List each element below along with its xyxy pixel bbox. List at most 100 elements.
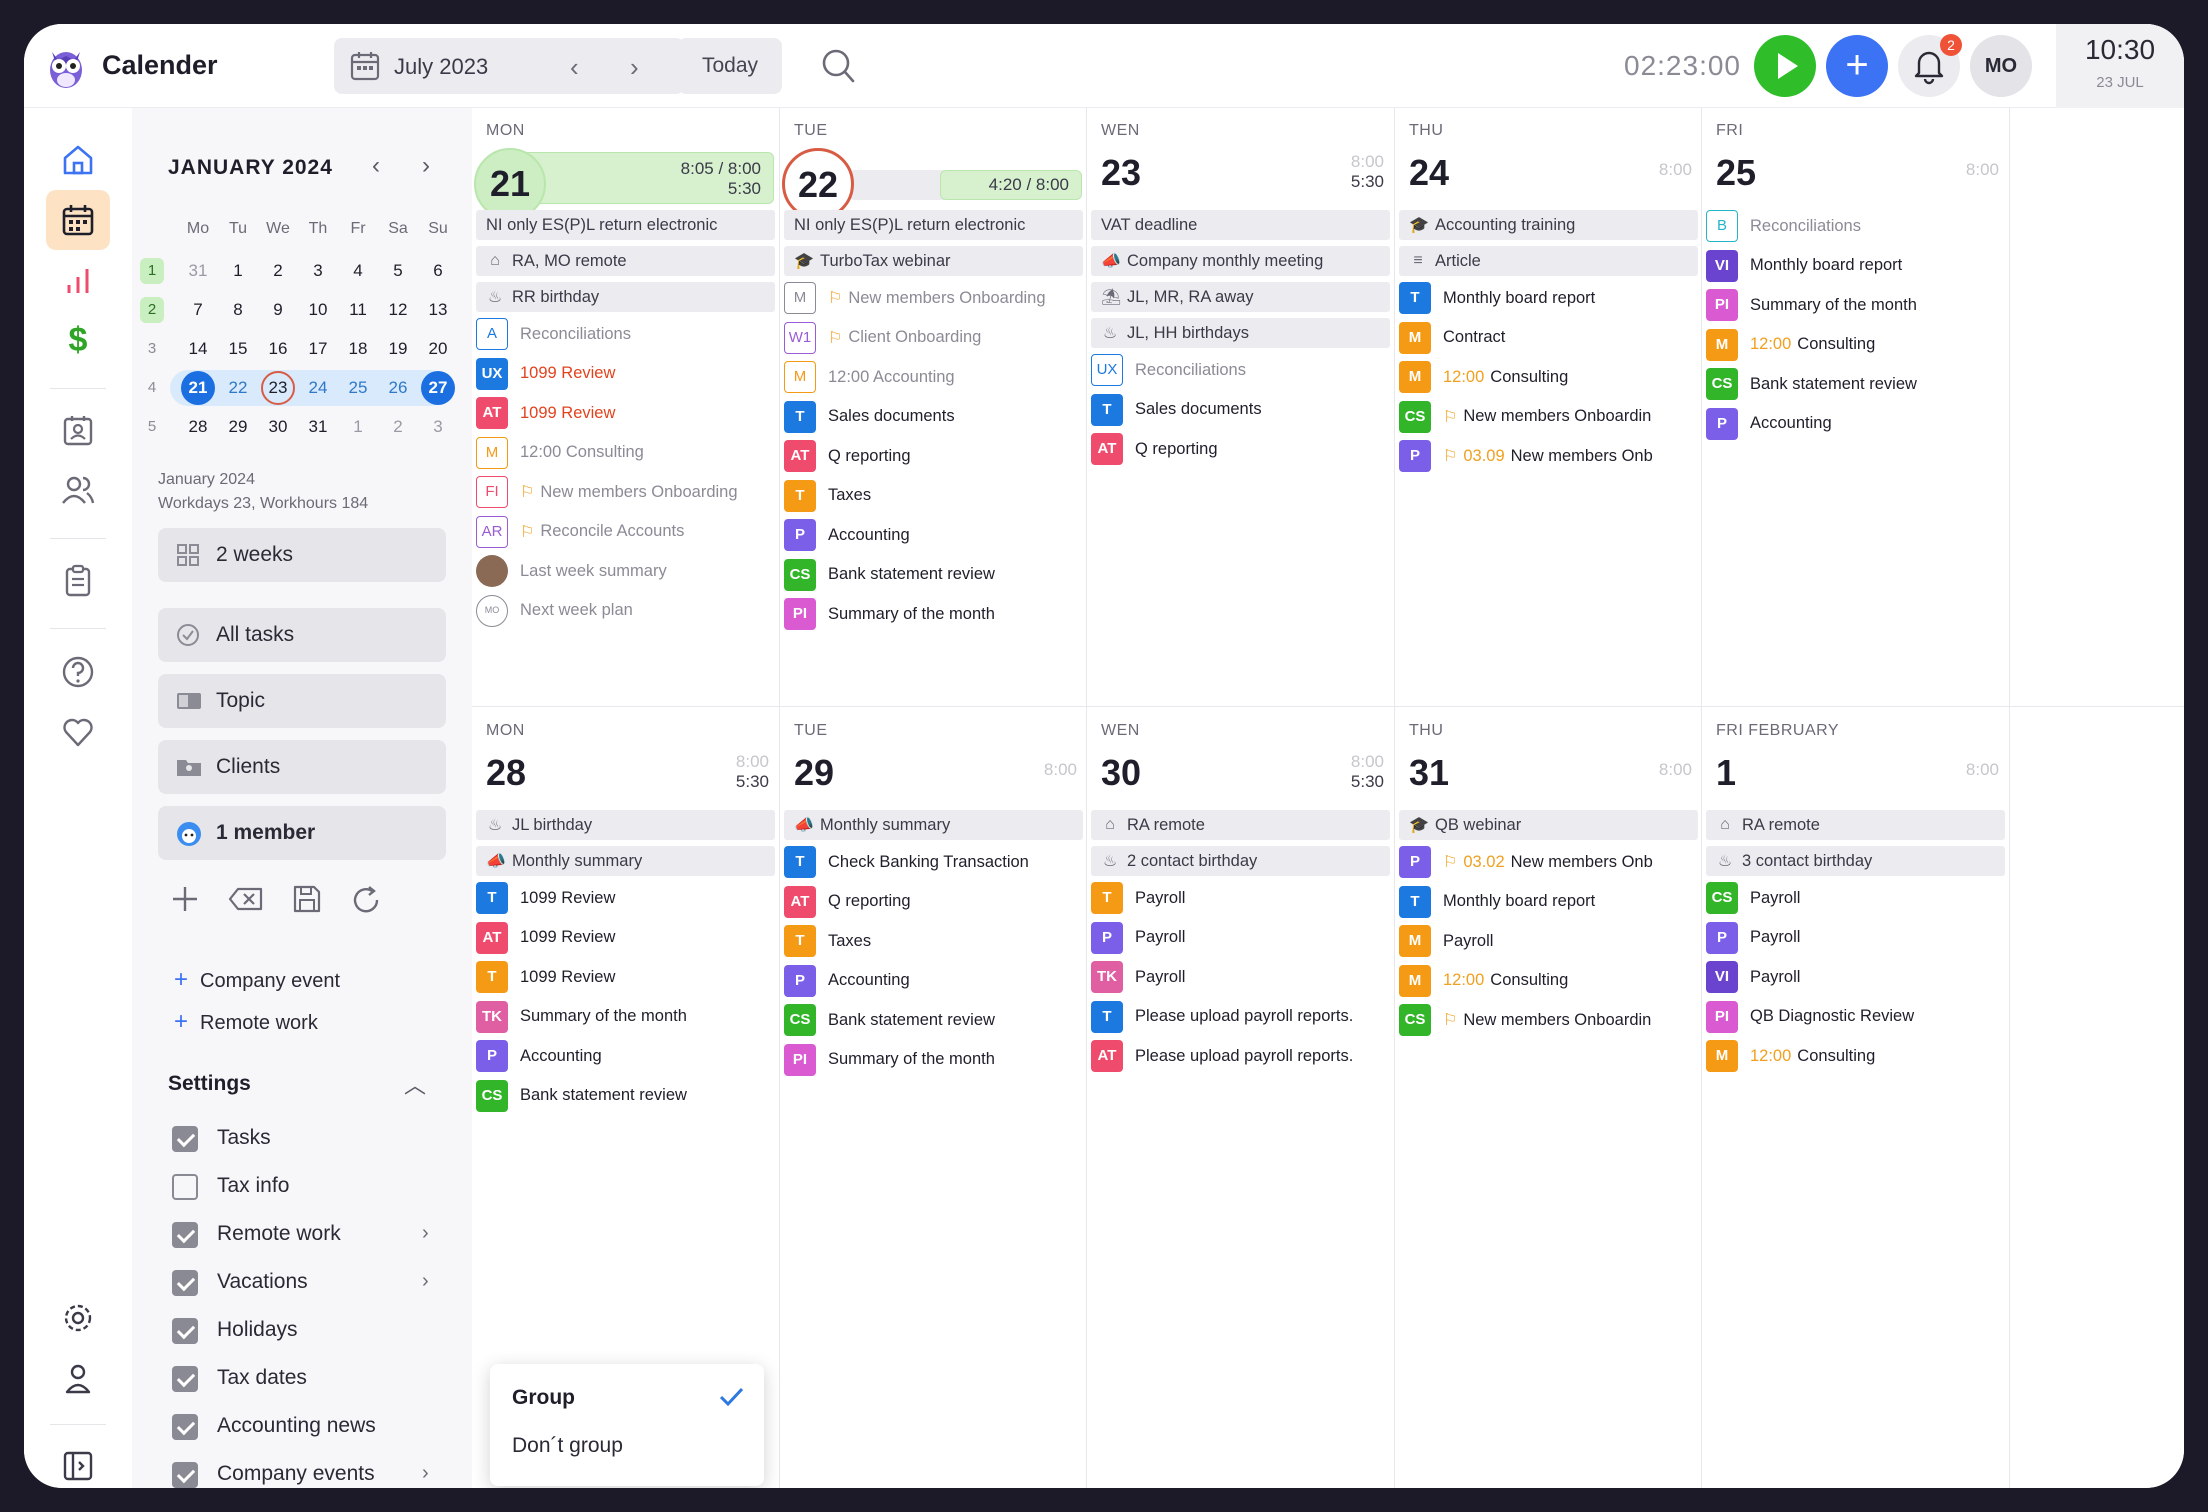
view-range-button[interactable]: 2 weeks xyxy=(158,528,446,582)
day-cell[interactable]: FRI 25 8:00 B Reconciliations VI Monthly board… xyxy=(1702,108,2009,706)
mini-calendar-day[interactable]: 22 xyxy=(228,378,248,397)
task-item[interactable]: CS ⚐ New members Onboardin xyxy=(1399,400,1698,433)
task-item[interactable]: AR ⚐ Reconcile Accounts xyxy=(476,515,775,548)
members-filter[interactable]: 1 member xyxy=(158,806,446,860)
save-icon[interactable] xyxy=(292,884,322,914)
task-item[interactable]: M 12:00 Consulting xyxy=(1399,361,1698,393)
mini-calendar-day[interactable]: 11 xyxy=(349,300,367,319)
setting-checkbox[interactable] xyxy=(172,1126,198,1152)
task-item[interactable]: AT 1099 Review xyxy=(476,921,775,954)
nav-favorites[interactable] xyxy=(46,702,110,762)
next-month-chevron-icon[interactable]: › xyxy=(630,52,639,82)
task-item[interactable]: AT Q reporting xyxy=(1091,433,1390,465)
task-item[interactable]: TK Summary of the month xyxy=(476,1000,775,1033)
mini-calendar-day[interactable]: 13 xyxy=(428,300,448,319)
mini-calendar-day[interactable]: 29 xyxy=(228,417,248,436)
task-item[interactable]: M 12:00 Consulting xyxy=(1706,328,2005,361)
task-item[interactable]: T Sales documents xyxy=(784,400,1083,433)
all-day-event[interactable]: NI only ES(P)L return electronic xyxy=(784,210,1083,240)
task-item[interactable]: ● Last week summary xyxy=(476,555,775,587)
task-item[interactable]: P Payroll xyxy=(1706,921,2005,954)
task-item[interactable]: P ⚐ 03.09 New members Onb xyxy=(1399,440,1698,472)
task-item[interactable]: T Please upload payroll reports. xyxy=(1091,1000,1390,1033)
mini-calendar-day[interactable]: 3 xyxy=(433,417,443,436)
all-day-event[interactable]: 🎓 QB webinar xyxy=(1399,810,1698,840)
setting-checkbox[interactable] xyxy=(172,1462,198,1488)
mini-calendar-day[interactable]: 1 xyxy=(233,261,243,280)
day-cell[interactable]: WEN 23 8:00 5:30 VAT deadline 📣 Company monthl… xyxy=(1087,108,1394,706)
setting-expand-chevron-icon[interactable]: › xyxy=(422,1462,429,1484)
today-button[interactable]: Today xyxy=(678,38,782,94)
day-cell[interactable]: THU 31 8:00 🎓 QB webinar P ⚐ 03.02 New members O… xyxy=(1395,708,1702,1306)
day-cell[interactable]: WEN 30 8:00 5:30 ⌂ RA remote ♨ 2 contact birthd… xyxy=(1087,708,1394,1306)
week-number[interactable]: 5 xyxy=(147,418,157,435)
task-item[interactable]: MO Next week plan xyxy=(476,594,775,627)
all-tasks-filter[interactable]: All tasks xyxy=(158,608,446,662)
nav-contacts[interactable] xyxy=(46,400,110,460)
mini-calendar-day[interactable]: 17 xyxy=(308,339,328,358)
nav-tasks[interactable] xyxy=(46,550,110,610)
all-day-event[interactable]: 📣 Company monthly meeting xyxy=(1091,246,1390,276)
user-avatar[interactable]: MO xyxy=(1970,35,2032,97)
mini-calendar-day[interactable]: 15 xyxy=(228,339,248,358)
nav-team[interactable] xyxy=(46,460,110,520)
mini-calendar-day[interactable]: 2 xyxy=(393,417,403,436)
task-item[interactable]: T Monthly board report xyxy=(1399,282,1698,314)
setting-checkbox[interactable] xyxy=(172,1366,198,1392)
setting-expand-chevron-icon[interactable]: › xyxy=(422,1270,429,1292)
day-cell[interactable]: MON 28 8:00 5:30 ♨ JL birthday 📣 Monthly summar… xyxy=(472,708,779,1306)
clients-filter[interactable]: Clients xyxy=(158,740,446,794)
task-item[interactable]: CS Payroll xyxy=(1706,882,2005,914)
week-number[interactable]: 1 xyxy=(140,258,164,284)
mini-calendar-day[interactable]: 4 xyxy=(353,261,363,280)
all-day-event[interactable]: NI only ES(P)L return electronic xyxy=(476,210,775,240)
task-item[interactable]: T Monthly board report xyxy=(1399,885,1698,918)
dont-group-option[interactable]: Don´t group xyxy=(512,1434,623,1457)
mini-calendar-day[interactable]: 27 xyxy=(421,371,455,405)
all-day-event[interactable]: ♨ JL, HH birthdays xyxy=(1091,318,1390,348)
all-day-event[interactable]: ⛱ JL, MR, RA away xyxy=(1091,282,1390,312)
nav-profile[interactable] xyxy=(46,1348,110,1408)
mini-next-chevron-icon[interactable]: › xyxy=(422,152,430,179)
mini-calendar-day[interactable]: 14 xyxy=(188,339,208,358)
group-option[interactable]: Group xyxy=(512,1386,575,1409)
task-item[interactable]: M 12:00 Consulting xyxy=(1706,1040,2005,1072)
task-item[interactable]: PI Summary of the month xyxy=(784,598,1083,630)
mini-calendar-day[interactable]: 21 xyxy=(181,371,215,405)
task-item[interactable]: T Taxes xyxy=(784,479,1083,512)
mini-calendar-day[interactable]: 5 xyxy=(393,261,403,280)
task-item[interactable]: CS Bank statement review xyxy=(476,1079,775,1112)
search-icon[interactable] xyxy=(821,48,855,84)
day-cell[interactable]: MON 8:05 / 8:00 5:30 21 NI only ES(P)L retur… xyxy=(472,108,779,706)
mini-calendar-day[interactable]: 6 xyxy=(433,261,443,280)
task-item[interactable]: P Accounting xyxy=(1706,407,2005,440)
all-day-event[interactable]: ⌂ RA remote xyxy=(1091,810,1390,840)
day-cell[interactable]: TUE 29 8:00 📣 Monthly summary T Check Banking … xyxy=(780,708,1087,1306)
task-item[interactable]: AT Q reporting xyxy=(784,440,1083,472)
toggle-sidebar[interactable] xyxy=(46,1436,110,1488)
day-cell[interactable]: THU 24 8:00 🎓 Accounting training ≡ Article T Mo… xyxy=(1395,108,1702,706)
task-item[interactable]: B Reconciliations xyxy=(1706,210,2005,242)
start-timer-button[interactable] xyxy=(1754,35,1816,97)
task-item[interactable]: UX Reconciliations xyxy=(1091,354,1390,386)
task-item[interactable]: A Reconciliations xyxy=(476,318,775,350)
task-item[interactable]: PI Summary of the month xyxy=(784,1043,1083,1076)
mini-calendar-day[interactable]: 28 xyxy=(188,417,208,436)
add-company-event-link[interactable]: + Company event xyxy=(174,966,340,994)
nav-settings[interactable] xyxy=(46,1288,110,1348)
task-item[interactable]: M Payroll xyxy=(1399,925,1698,957)
clear-filter-icon[interactable] xyxy=(228,884,264,914)
task-item[interactable]: W1 ⚐ Client Onboarding xyxy=(784,321,1083,354)
task-item[interactable]: P Accounting xyxy=(476,1040,775,1072)
setting-expand-chevron-icon[interactable]: › xyxy=(422,1222,429,1244)
add-remote-work-link[interactable]: + Remote work xyxy=(174,1008,318,1036)
mini-prev-chevron-icon[interactable]: ‹ xyxy=(372,152,380,179)
task-item[interactable]: CS Bank statement review xyxy=(1706,368,2005,400)
topic-filter[interactable]: Topic xyxy=(158,674,446,728)
setting-checkbox[interactable] xyxy=(172,1318,198,1344)
mini-calendar-day[interactable]: 18 xyxy=(348,339,368,358)
setting-checkbox[interactable] xyxy=(172,1270,198,1296)
task-item[interactable]: P ⚐ 03.02 New members Onb xyxy=(1399,846,1698,878)
mini-calendar-day[interactable]: 3 xyxy=(313,261,323,280)
all-day-event[interactable]: ♨ 3 contact birthday xyxy=(1706,846,2005,876)
